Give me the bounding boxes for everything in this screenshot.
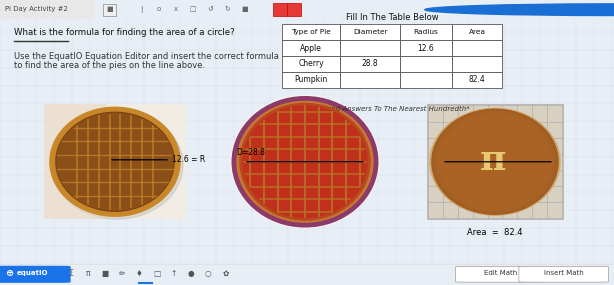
Text: ○: ○ [205, 269, 211, 278]
Text: ✏: ✏ [119, 269, 125, 278]
Ellipse shape [240, 103, 370, 220]
Bar [340, 56, 400, 72]
Bar [400, 40, 452, 56]
FancyBboxPatch shape [456, 266, 545, 282]
Text: 12.6: 12.6 [418, 44, 434, 52]
Ellipse shape [432, 109, 558, 214]
Text: Pi Day Activity #2: Pi Day Activity #2 [5, 6, 68, 12]
Bar [282, 56, 340, 72]
Text: 12.6 = R: 12.6 = R [172, 155, 205, 164]
Bar [44, 104, 107, 219]
Text: *Round Answers To The Nearest Hundredth*: *Round Answers To The Nearest Hundredth* [314, 106, 470, 112]
Text: Area  =  82.4: Area = 82.4 [467, 228, 523, 237]
Ellipse shape [52, 109, 178, 214]
Text: Diameter: Diameter [353, 29, 387, 35]
Text: equatIO: equatIO [17, 270, 49, 276]
Ellipse shape [231, 95, 379, 228]
Text: π: π [85, 269, 90, 278]
Bar [452, 40, 502, 56]
Bar [452, 56, 502, 72]
Text: Σ: Σ [68, 269, 73, 278]
FancyBboxPatch shape [103, 4, 116, 15]
Ellipse shape [430, 108, 560, 215]
Bar [452, 72, 502, 87]
Text: ●: ● [188, 269, 194, 278]
Text: Edit Math: Edit Math [484, 270, 517, 276]
Text: What is the formula for finding the area of a circle?: What is the formula for finding the area… [14, 28, 235, 37]
Text: x: x [174, 6, 177, 12]
Text: Pumpkin: Pumpkin [294, 75, 328, 84]
Bar [282, 72, 340, 87]
Text: ■: ■ [101, 269, 109, 278]
Bar [340, 72, 400, 87]
FancyBboxPatch shape [0, 266, 71, 283]
Ellipse shape [438, 114, 552, 210]
Text: ⊕: ⊕ [5, 268, 13, 278]
Ellipse shape [432, 109, 558, 214]
Text: Cherry: Cherry [298, 59, 324, 68]
Ellipse shape [56, 112, 174, 211]
Text: Radius: Radius [414, 29, 438, 35]
Text: □: □ [190, 6, 196, 12]
Circle shape [425, 4, 614, 15]
Bar [44, 104, 186, 219]
Text: o: o [157, 6, 160, 12]
Ellipse shape [436, 112, 554, 211]
Text: ↺: ↺ [207, 6, 213, 12]
FancyBboxPatch shape [519, 266, 608, 282]
Text: ♦: ♦ [136, 269, 143, 278]
Text: ✿: ✿ [222, 269, 228, 278]
Bar [452, 24, 502, 40]
Text: Area: Area [468, 29, 486, 35]
Bar [282, 24, 340, 40]
Text: ↑: ↑ [171, 269, 177, 278]
Bar [400, 72, 452, 87]
Bar [340, 24, 400, 40]
Ellipse shape [237, 101, 373, 222]
Text: |: | [140, 6, 142, 13]
Ellipse shape [51, 110, 183, 219]
Text: 82.4: 82.4 [468, 75, 486, 84]
Text: D=28.8: D=28.8 [236, 148, 265, 157]
Text: Fill In The Table Below: Fill In The Table Below [346, 13, 438, 22]
Text: Insert Math: Insert Math [544, 270, 583, 276]
Ellipse shape [434, 111, 556, 213]
Text: 28.8: 28.8 [362, 59, 378, 68]
Text: Use the EquatIO Equation Editor and insert the correct formula: Use the EquatIO Equation Editor and inse… [14, 52, 279, 61]
Bar [340, 40, 400, 56]
FancyBboxPatch shape [273, 3, 287, 17]
Text: ■: ■ [241, 6, 247, 12]
Text: to find the area of the pies on the line above.: to find the area of the pies on the line… [14, 61, 205, 70]
Bar [400, 56, 452, 72]
Ellipse shape [440, 115, 550, 208]
Ellipse shape [57, 113, 173, 210]
Bar [400, 24, 452, 40]
FancyBboxPatch shape [287, 3, 301, 17]
Text: ■: ■ [106, 6, 112, 12]
Ellipse shape [243, 106, 367, 218]
FancyBboxPatch shape [0, 0, 95, 19]
Text: □: □ [153, 269, 160, 278]
Text: Type of Pie: Type of Pie [291, 29, 331, 35]
Text: Apple: Apple [300, 44, 322, 52]
Text: π: π [480, 143, 507, 177]
Bar [282, 40, 340, 56]
Text: ↻: ↻ [224, 6, 230, 12]
Bar [427, 104, 563, 219]
